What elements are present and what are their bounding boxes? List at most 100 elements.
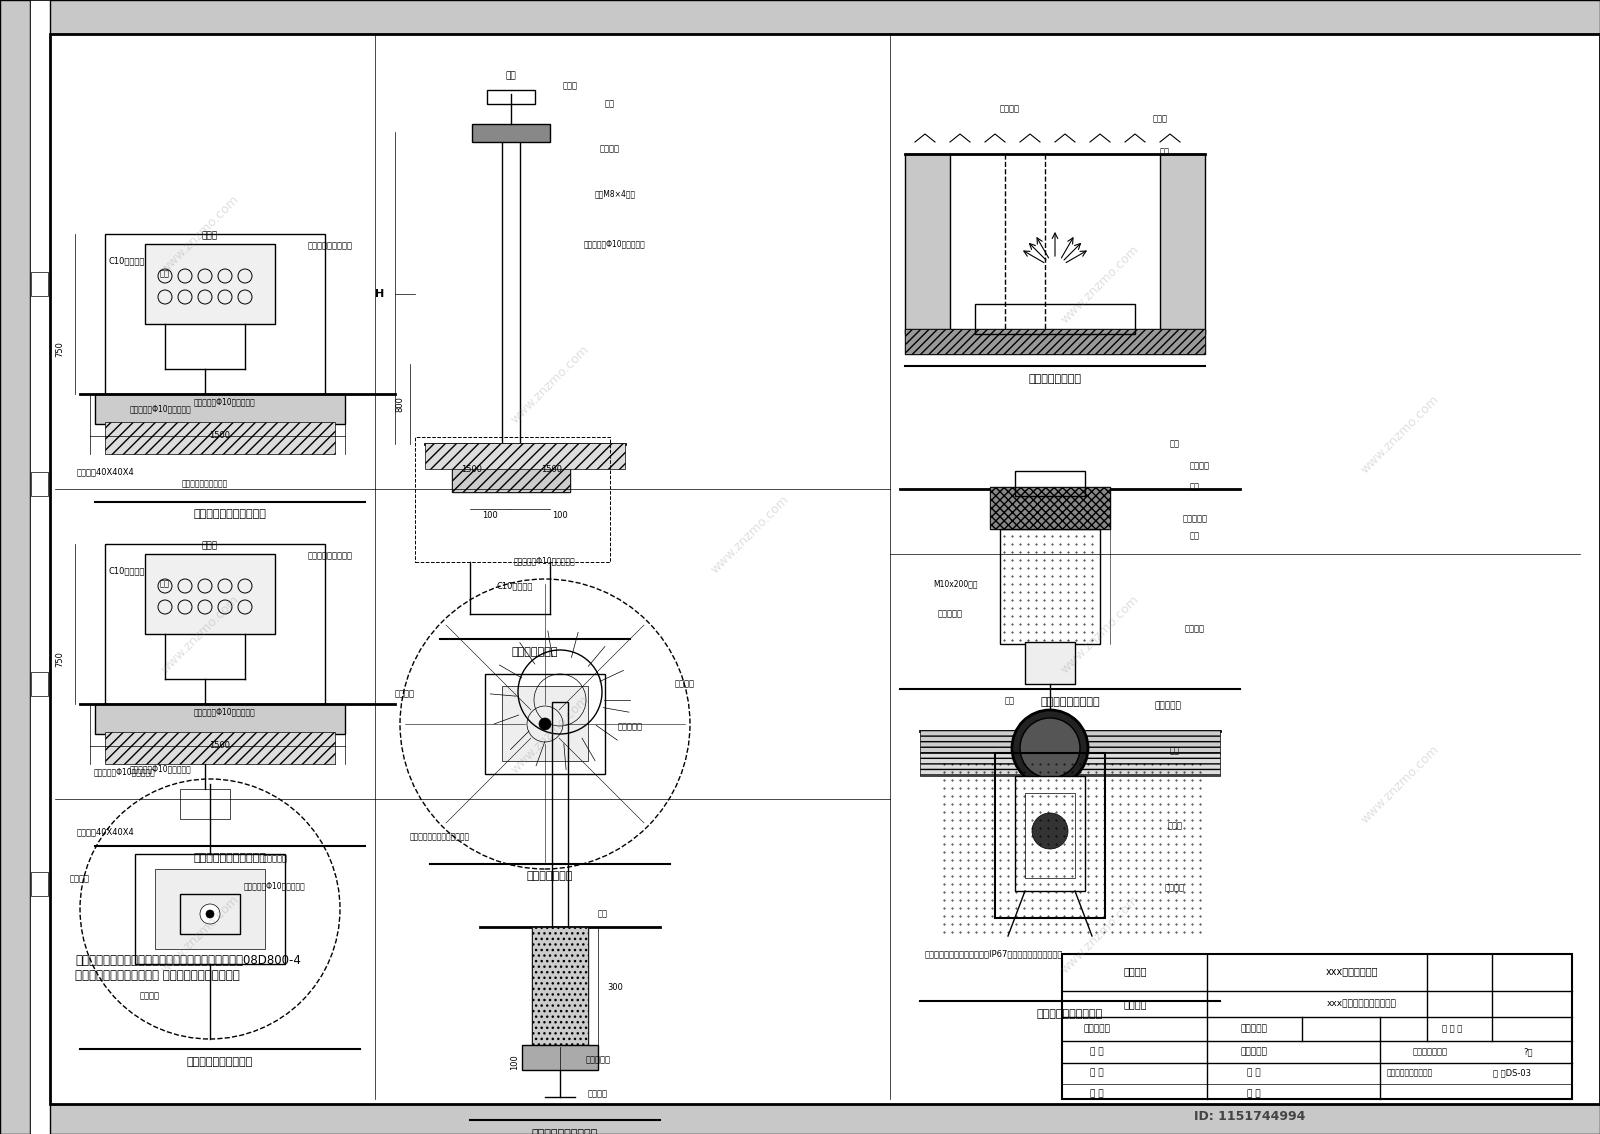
Text: 审 定: 审 定 <box>1090 1048 1104 1057</box>
Text: www.znzmo.com: www.znzmo.com <box>158 892 242 975</box>
Bar <box>995 753 1106 919</box>
Bar <box>486 90 534 104</box>
Text: 素土: 素土 <box>1190 532 1200 541</box>
Text: 100: 100 <box>482 511 498 521</box>
Text: www.znzmo.com: www.znzmo.com <box>1058 243 1142 325</box>
Text: 等电位联结Φ10热镀锌圆钢: 等电位联结Φ10热镀锌圆钢 <box>94 768 155 777</box>
Text: 落地配电箱接地剖面图二: 落地配电箱接地剖面图二 <box>194 853 267 863</box>
Text: 箱体与基础固定构牛: 箱体与基础固定构牛 <box>307 551 352 560</box>
Circle shape <box>206 909 214 919</box>
Text: 750: 750 <box>56 651 64 667</box>
Bar <box>472 124 550 142</box>
Text: 碎石: 碎石 <box>1005 696 1014 705</box>
Text: 设 计: 设 计 <box>1246 1068 1261 1077</box>
Bar <box>94 704 346 734</box>
Text: 制 图: 制 图 <box>1246 1090 1261 1099</box>
Text: 地下室顶板混凝土底钢: 地下室顶板混凝土底钢 <box>182 480 229 489</box>
Bar <box>990 486 1110 528</box>
Bar <box>453 445 570 492</box>
Bar <box>920 730 1221 754</box>
Text: 配电箱: 配电箱 <box>202 231 218 240</box>
Text: 落地配电箱接地大样图: 落地配电箱接地大样图 <box>1387 1068 1434 1077</box>
Text: 埋焊M8×4螺栓: 埋焊M8×4螺栓 <box>595 189 635 198</box>
Bar <box>50 0 1600 34</box>
Text: ?册: ?册 <box>1523 1048 1533 1057</box>
Text: 1500: 1500 <box>461 465 483 474</box>
Text: 750: 750 <box>56 341 64 357</box>
Text: www.znzmo.com: www.znzmo.com <box>1358 743 1442 826</box>
Bar <box>106 422 334 454</box>
Text: 等电位联结Φ10热镀锌圆钢: 等电位联结Φ10热镀锌圆钢 <box>245 881 306 890</box>
Bar <box>414 437 610 562</box>
Text: 注：理地灯具防护等级应达到IP67以上，金属外壳可靠接地: 注：理地灯具防护等级应达到IP67以上，金属外壳可靠接地 <box>925 949 1064 958</box>
Bar <box>1160 154 1205 335</box>
Bar <box>531 926 589 1047</box>
Text: www.znzmo.com: www.znzmo.com <box>1058 592 1142 676</box>
Text: 水底灯: 水底灯 <box>1152 115 1168 124</box>
Text: 配电线管: 配电线管 <box>70 874 90 883</box>
Text: 水平接地极Φ10热镀锌圆钢: 水平接地极Φ10热镀锌圆钢 <box>130 764 190 773</box>
Text: 项目名称: 项目名称 <box>1123 999 1147 1009</box>
Text: 灯具安装大样图: 灯具安装大样图 <box>1413 1048 1448 1057</box>
Text: 校 对: 校 对 <box>1090 1090 1104 1099</box>
Text: 地面: 地面 <box>160 579 170 589</box>
Bar <box>426 443 626 469</box>
Circle shape <box>1021 718 1080 778</box>
Text: 配电线管: 配电线管 <box>395 689 414 699</box>
Circle shape <box>1013 710 1088 786</box>
Text: www.znzmo.com: www.znzmo.com <box>509 342 592 425</box>
Text: 单位负责人: 单位负责人 <box>1083 1024 1110 1033</box>
Circle shape <box>1032 813 1069 849</box>
Text: 配电线管: 配电线管 <box>1000 104 1021 113</box>
Text: 灯具: 灯具 <box>1170 440 1181 449</box>
Text: 防水弯头: 防水弯头 <box>1190 462 1210 471</box>
Text: xxx产业园样板区景观设计: xxx产业园样板区景观设计 <box>1326 999 1397 1008</box>
Text: 100: 100 <box>552 511 568 521</box>
Bar <box>146 244 275 324</box>
Bar <box>1014 776 1085 891</box>
Text: 砂垫: 砂垫 <box>1170 746 1181 755</box>
Bar <box>974 304 1134 335</box>
Text: 可靠连接: 可靠连接 <box>141 991 160 1000</box>
Text: www.znzmo.com: www.znzmo.com <box>709 492 792 576</box>
Text: 矮柱草坪灯安装大样图: 矮柱草坪灯安装大样图 <box>531 1129 598 1134</box>
Text: 灯杆: 灯杆 <box>506 71 517 81</box>
Text: 嵌入式地灯安装大样图: 嵌入式地灯安装大样图 <box>1037 1009 1102 1019</box>
Text: 水平接地极Φ10热镀锌圆钢: 水平接地极Φ10热镀锌圆钢 <box>584 239 646 248</box>
Circle shape <box>200 904 221 924</box>
Text: 800: 800 <box>395 396 405 412</box>
Bar <box>453 445 570 492</box>
Text: 防水连接盒: 防水连接盒 <box>1182 515 1208 524</box>
Text: 出 名 号: 出 名 号 <box>1442 1024 1462 1033</box>
Text: www.znzmo.com: www.znzmo.com <box>158 193 242 276</box>
Text: 1500: 1500 <box>541 465 563 474</box>
Text: 地面射灯安装大样图: 地面射灯安装大样图 <box>1040 697 1099 706</box>
Text: 落地配电箱接地平面图: 落地配电箱接地平面图 <box>187 1057 253 1067</box>
Bar <box>906 329 1205 354</box>
Text: 地面: 地面 <box>605 100 614 109</box>
Text: 建设单位: 建设单位 <box>1123 966 1147 976</box>
Bar <box>30 272 48 296</box>
Bar <box>0 0 30 1134</box>
Text: 水平接地极Φ10热镀锌圆钢: 水平接地极Φ10热镀锌圆钢 <box>194 708 256 717</box>
Text: 图 号DS-03: 图 号DS-03 <box>1493 1068 1531 1077</box>
Text: 路灯基础: 路灯基础 <box>675 679 694 688</box>
Bar <box>1026 642 1075 684</box>
Text: www.znzmo.com: www.znzmo.com <box>158 592 242 676</box>
Text: 水平接地极Φ10热镀锌圆钢: 水平接地极Φ10热镀锌圆钢 <box>194 398 256 406</box>
Bar <box>106 234 325 393</box>
Text: 审 核: 审 核 <box>1090 1068 1104 1077</box>
Text: 地面: 地面 <box>598 909 608 919</box>
Text: 箱体与基础固定构件: 箱体与基础固定构件 <box>307 242 352 251</box>
Text: 混凝土垫座: 混凝土垫座 <box>586 1056 611 1065</box>
Bar <box>155 869 266 949</box>
Circle shape <box>539 718 550 730</box>
Text: ID: 1151744994: ID: 1151744994 <box>1194 1110 1306 1124</box>
Bar <box>502 686 589 761</box>
Text: 地面: 地面 <box>160 270 170 279</box>
Text: 路灯接地平面图: 路灯接地平面图 <box>526 871 573 881</box>
Bar <box>1026 793 1075 878</box>
Bar <box>990 486 1110 528</box>
Bar <box>531 926 589 1047</box>
Bar <box>134 854 285 964</box>
